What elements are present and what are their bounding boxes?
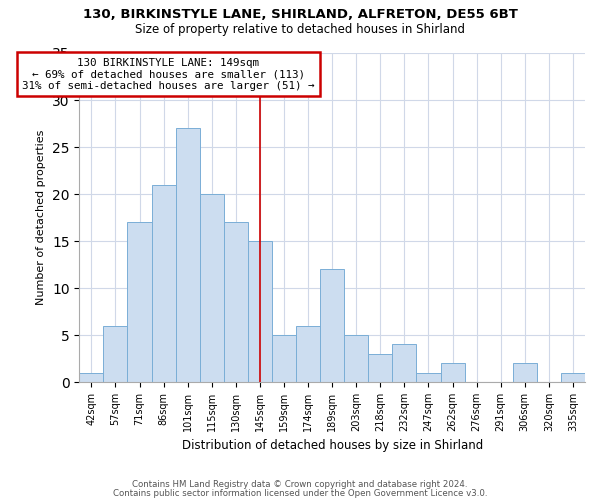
Y-axis label: Number of detached properties: Number of detached properties xyxy=(37,130,46,305)
Bar xyxy=(79,372,103,382)
Bar xyxy=(368,354,392,382)
Bar xyxy=(103,326,127,382)
Bar xyxy=(344,335,368,382)
Bar xyxy=(416,372,440,382)
Bar xyxy=(248,241,272,382)
Bar xyxy=(296,326,320,382)
Bar xyxy=(176,128,200,382)
Bar xyxy=(272,335,296,382)
Bar xyxy=(127,222,152,382)
Text: 130, BIRKINSTYLE LANE, SHIRLAND, ALFRETON, DE55 6BT: 130, BIRKINSTYLE LANE, SHIRLAND, ALFRETO… xyxy=(83,8,517,20)
Bar xyxy=(224,222,248,382)
Bar xyxy=(440,364,464,382)
Bar xyxy=(320,269,344,382)
Text: Contains HM Land Registry data © Crown copyright and database right 2024.: Contains HM Land Registry data © Crown c… xyxy=(132,480,468,489)
Bar xyxy=(561,372,585,382)
X-axis label: Distribution of detached houses by size in Shirland: Distribution of detached houses by size … xyxy=(182,440,483,452)
Text: 130 BIRKINSTYLE LANE: 149sqm
← 69% of detached houses are smaller (113)
31% of s: 130 BIRKINSTYLE LANE: 149sqm ← 69% of de… xyxy=(22,58,314,91)
Bar xyxy=(152,184,176,382)
Bar xyxy=(200,194,224,382)
Text: Contains public sector information licensed under the Open Government Licence v3: Contains public sector information licen… xyxy=(113,488,487,498)
Bar xyxy=(392,344,416,382)
Bar xyxy=(513,364,537,382)
Text: Size of property relative to detached houses in Shirland: Size of property relative to detached ho… xyxy=(135,22,465,36)
